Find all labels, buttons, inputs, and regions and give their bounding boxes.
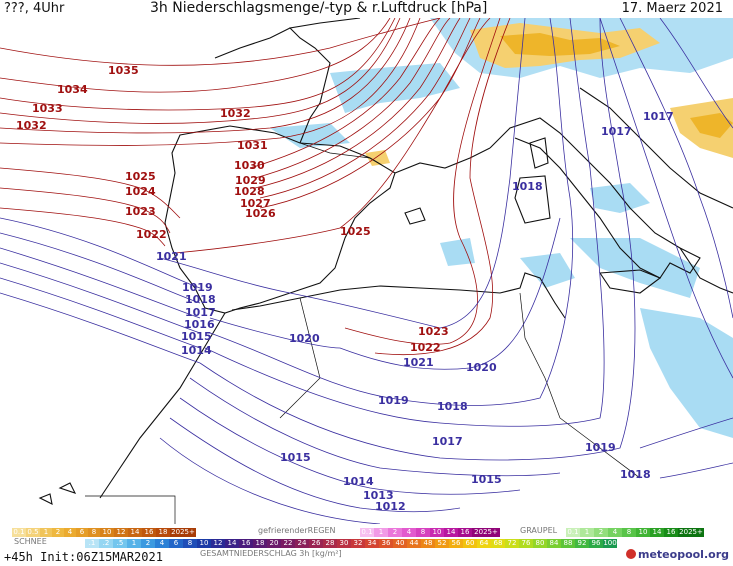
isobar-label: 1030 xyxy=(234,159,265,172)
legend-freezing-rain-title: gefrierenderREGEN xyxy=(258,526,336,535)
snow-core-alps xyxy=(500,33,620,56)
isobar-label: 1020 xyxy=(466,361,497,374)
isobar-label: 1029 xyxy=(235,174,266,187)
isobar-label: 1032 xyxy=(220,107,251,120)
isobar-label: 1033 xyxy=(32,102,63,115)
coast-adriatic xyxy=(579,87,733,209)
border-france-spain xyxy=(299,142,371,159)
coast-france-med xyxy=(394,147,491,174)
coast-canaries xyxy=(38,482,77,505)
snow-area-pyrenees xyxy=(365,150,390,166)
isobar-label: 1018 xyxy=(620,468,651,481)
isobar-label: 1018 xyxy=(512,180,543,193)
isobar-label: 1022 xyxy=(136,228,167,241)
logo-icon xyxy=(626,549,636,559)
legend-snow-scale: 0.1 0.5 1 2 4 6 8 10 12 14 16 18 2025+ xyxy=(12,528,196,537)
coast-sicily xyxy=(599,269,662,294)
border-algeria-tunisia xyxy=(519,292,561,419)
isobar-label: 1017 xyxy=(643,110,674,123)
isobars-low xyxy=(0,18,733,524)
legend-snow-title: SCHNEE xyxy=(14,537,47,546)
isobar-label: 1024 xyxy=(125,185,156,198)
isobar-label: 1019 xyxy=(378,394,409,407)
border-libya xyxy=(559,417,641,479)
isobar-label: 1031 xyxy=(237,139,268,152)
coast-sardinia xyxy=(514,175,551,224)
coast-italy xyxy=(489,117,701,279)
isobar-label: 1026 xyxy=(245,207,276,220)
coast-france xyxy=(288,18,361,144)
coastlines xyxy=(38,18,733,524)
map-inset-frame xyxy=(85,495,176,524)
isobar-label: 1013 xyxy=(363,489,394,502)
coast-greece xyxy=(679,247,733,294)
isobar-label: 1023 xyxy=(125,205,156,218)
meteopool-logo[interactable]: meteopool.org xyxy=(626,548,729,561)
map-title: 3h Niederschlagsmenge/-typ & r.Luftdruck… xyxy=(150,0,488,16)
isobar-labels: 1035 1034 1033 1032 1032 1031 1030 1029 … xyxy=(16,64,674,513)
legend-graupel-title: GRAUPEL xyxy=(520,526,558,535)
isobar-label: 1025 xyxy=(125,170,156,183)
isobar-label: 1016 xyxy=(184,318,215,331)
legend-total-title: GESAMTNIEDERSCHLAG 3h [kg/m²] xyxy=(200,549,342,558)
logo-text: meteopool.org xyxy=(638,548,729,561)
time-label: ???, 4Uhr xyxy=(4,1,65,16)
rain-area-italy xyxy=(590,183,650,213)
precipitation-legend: 0.1 0.5 1 2 4 6 8 10 12 14 16 18 2025+ S… xyxy=(0,524,733,566)
isobar-label: 1022 xyxy=(410,341,441,354)
isobar-label: 1015 xyxy=(280,451,311,464)
isobar-label: 1021 xyxy=(403,356,434,369)
isobar-label: 1014 xyxy=(181,344,212,357)
isobar-label: 1028 xyxy=(234,185,265,198)
isobar-label: 1035 xyxy=(108,64,139,77)
map-header: ???, 4Uhr 3h Niederschlagsmenge/-typ & r… xyxy=(0,0,733,18)
isobar-label: 1017 xyxy=(432,435,463,448)
rain-area-biscay-2 xyxy=(270,123,350,148)
isobar-label: 1017 xyxy=(601,125,632,138)
rain-area-algeria xyxy=(440,238,475,266)
legend-freezing-rain-scale: 0.1 1 2 4 8 10 14 16 2025+ xyxy=(360,528,500,537)
legend-total-scale: .1 .2 .5 1 2 4 6 8 10 12 14 16 18 20 22 … xyxy=(85,539,617,548)
rain-area-tunisia xyxy=(520,253,575,288)
model-run-info: +45h Init:06Z15MAR2021 xyxy=(4,550,163,564)
isobar-label: 1021 xyxy=(156,250,187,263)
isobar-label: 1012 xyxy=(375,500,406,513)
isobar-label: 1014 xyxy=(343,475,374,488)
isobar-label: 1018 xyxy=(437,400,468,413)
isobar-label: 1015 xyxy=(181,330,212,343)
rain-area-east xyxy=(640,308,733,438)
coast-uk xyxy=(214,27,291,59)
isobar-label: 1015 xyxy=(471,473,502,486)
pressure-map[interactable]: 1035 1034 1033 1032 1032 1031 1030 1029 … xyxy=(0,18,733,524)
legend-graupel-scale: 0.1 1 2 4 8 10 14 16 2025+ xyxy=(566,528,704,537)
isobars-high xyxy=(0,18,511,355)
snow-core-balkans xyxy=(690,113,733,138)
border-algeria-morocco xyxy=(279,297,321,419)
map-date: 17. Maerz 2021 xyxy=(621,1,723,16)
isobar-label: 1027 xyxy=(240,197,271,210)
isobar-label: 1023 xyxy=(418,325,449,338)
coast-iberia xyxy=(164,125,396,314)
isobar-label: 1020 xyxy=(289,332,320,345)
precipitation-layer xyxy=(270,18,733,438)
coast-mallorca xyxy=(404,207,426,225)
rain-area-ionian xyxy=(570,238,700,298)
isobar-label: 1032 xyxy=(16,119,47,132)
isobar-label: 1034 xyxy=(57,83,88,96)
coast-corsica xyxy=(529,137,549,169)
isobar-label: 1017 xyxy=(185,306,216,319)
isobar-label: 1019 xyxy=(182,281,213,294)
isobar-label: 1019 xyxy=(585,441,616,454)
isobar-label: 1025 xyxy=(340,225,371,238)
coast-morocco xyxy=(99,312,226,499)
isobar-label: 1018 xyxy=(185,293,216,306)
